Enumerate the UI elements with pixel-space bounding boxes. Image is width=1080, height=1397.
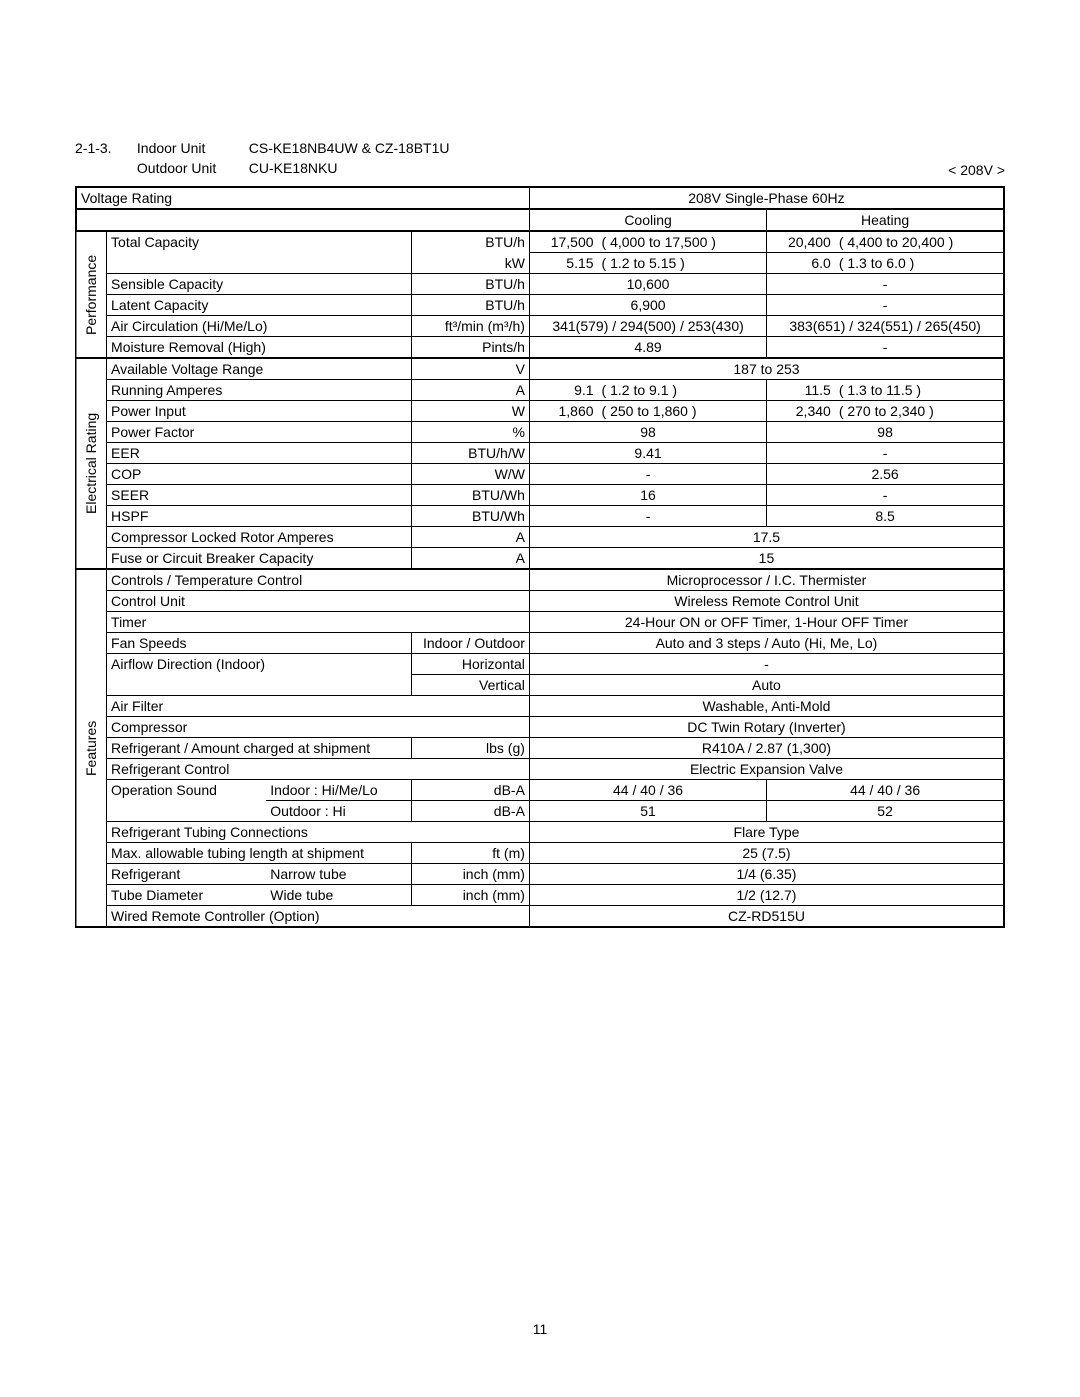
- sensible-cool: 10,600: [529, 274, 766, 295]
- moisture-unit: Pints/h: [412, 337, 529, 359]
- ramp-label: Running Amperes: [107, 380, 412, 401]
- unit-kw: kW: [412, 253, 529, 274]
- controls-label: Controls / Temperature Control: [107, 569, 530, 591]
- cat-performance: Performance: [76, 231, 107, 358]
- voltage-rating-label: Voltage Rating: [76, 187, 529, 209]
- tc-btu-cool-val: 17,500: [529, 231, 597, 253]
- outdoor-label: Outdoor Unit: [137, 160, 245, 176]
- seer-label: SEER: [107, 485, 412, 506]
- section-header: 2-1-3. Indoor Unit CS-KE18NB4UW & CZ-18B…: [75, 140, 1005, 178]
- pf-label: Power Factor: [107, 422, 412, 443]
- sensible-label: Sensible Capacity: [107, 274, 412, 295]
- indoor-model: CS-KE18NB4UW & CZ-18BT1U: [249, 140, 450, 156]
- tc-btu-cool-range: ( 4,000 to 17,500 ): [598, 231, 767, 253]
- afd-label: Airflow Direction (Indoor): [107, 654, 412, 675]
- opsound-label: Operation Sound: [107, 780, 267, 801]
- tc-btu-heat-val: 20,400: [767, 231, 835, 253]
- tc-kw-heat-val: 6.0: [767, 253, 835, 274]
- tc-kw-cool-val: 5.15: [529, 253, 597, 274]
- cunit-label: Control Unit: [107, 591, 530, 612]
- latent-cool: 6,900: [529, 295, 766, 316]
- cat-electrical: Electrical Rating: [76, 358, 107, 569]
- refctrl-label: Refrigerant Control: [107, 759, 530, 780]
- moisture-cool: 4.89: [529, 337, 766, 359]
- aircirc-heat: 383(651) / 324(551) / 265(450): [767, 316, 1004, 337]
- timer-label: Timer: [107, 612, 530, 633]
- voltage-rating-value: 208V Single-Phase 60Hz: [529, 187, 1004, 209]
- moisture-label: Moisture Removal (High): [107, 337, 412, 359]
- moisture-heat: -: [767, 337, 1004, 359]
- latent-label: Latent Capacity: [107, 295, 412, 316]
- hspf-label: HSPF: [107, 506, 412, 527]
- fuse-label: Fuse or Circuit Breaker Capacity: [107, 548, 412, 570]
- total-capacity-label: Total Capacity: [107, 231, 412, 253]
- fanspeeds-label: Fan Speeds: [107, 633, 412, 654]
- tubedia-label: Tube Diameter: [107, 885, 267, 906]
- section-number: 2-1-3.: [75, 140, 133, 156]
- compressor-label: Compressor: [107, 717, 530, 738]
- tubing-label: Refrigerant Tubing Connections: [107, 822, 530, 843]
- heating-header: Heating: [767, 209, 1004, 231]
- spec-table: Voltage Rating 208V Single-Phase 60Hz Co…: [75, 186, 1005, 928]
- avr-label: Available Voltage Range: [107, 358, 412, 380]
- cooling-header: Cooling: [529, 209, 766, 231]
- unit-btuh: BTU/h: [412, 231, 529, 253]
- clra-label: Compressor Locked Rotor Amperes: [107, 527, 412, 548]
- cop-label: COP: [107, 464, 412, 485]
- indoor-label: Indoor Unit: [137, 140, 245, 156]
- wired-label: Wired Remote Controller (Option): [107, 906, 530, 928]
- latent-heat: -: [767, 295, 1004, 316]
- outdoor-model: CU-KE18NKU: [249, 160, 338, 176]
- refrigerant2-label: Refrigerant: [107, 864, 267, 885]
- tc-btu-heat-range: ( 4,400 to 20,400 ): [835, 231, 1004, 253]
- sensible-heat: -: [767, 274, 1004, 295]
- aircirc-cool: 341(579) / 294(500) / 253(430): [529, 316, 766, 337]
- refrigerant-label: Refrigerant / Amount charged at shipment: [107, 738, 412, 759]
- aircirc-unit: ft³/min (m³/h): [412, 316, 529, 337]
- eer-label: EER: [107, 443, 412, 464]
- tc-kw-heat-range: ( 1.3 to 6.0 ): [835, 253, 1004, 274]
- cat-features: Features: [76, 569, 107, 927]
- tc-kw-cool-range: ( 1.2 to 5.15 ): [598, 253, 767, 274]
- page-number: 11: [0, 1321, 1080, 1337]
- avr-value: 187 to 253: [529, 358, 1004, 380]
- pin-label: Power Input: [107, 401, 412, 422]
- filter-label: Air Filter: [107, 696, 530, 717]
- maxlen-label: Max. allowable tubing length at shipment: [107, 843, 412, 864]
- aircirc-label: Air Circulation (Hi/Me/Lo): [107, 316, 412, 337]
